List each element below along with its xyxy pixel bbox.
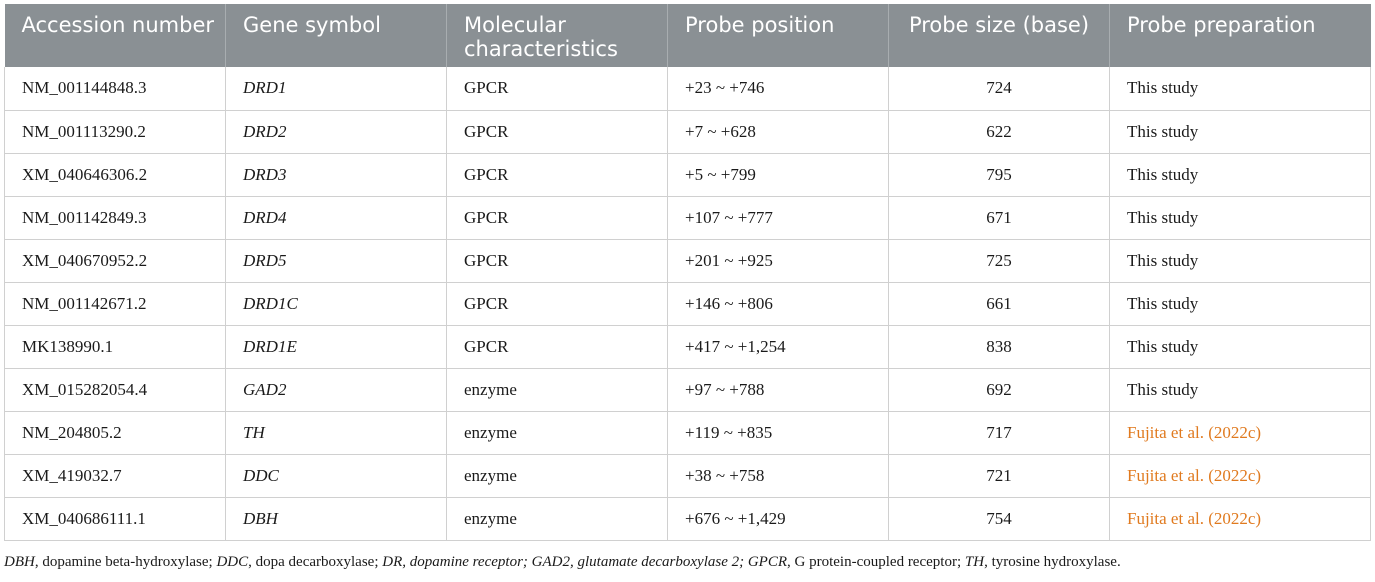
table-row: NM_001142671.2 DRD1C GPCR +146 ~ +806 661 Thi… <box>4 282 1371 326</box>
cell-probe-size: 725 <box>888 239 1110 283</box>
table-row: NM_204805.2 TH enzyme +119 ~ +835 717 Fujita … <box>4 411 1371 455</box>
cell-accession-number: XM_040686111.1 <box>4 497 226 541</box>
footnote-segment: , dopamine beta-hydroxylase; <box>34 554 217 570</box>
cell-accession-number: NM_001113290.2 <box>4 110 226 154</box>
cell-gene-symbol: DRD3 <box>225 153 447 197</box>
table-row: XM_015282054.4 GAD2 enzyme +97 ~ +788 692 Thi… <box>4 368 1371 412</box>
cell-gene-symbol: DBH <box>225 497 447 541</box>
header-gene-symbol: Gene symbol <box>225 4 447 67</box>
header-molecular-characteristics: Molecular characteristics <box>446 4 668 67</box>
cell-probe-size: 838 <box>888 325 1110 369</box>
cell-probe-preparation[interactable]: Fujita et al. (2022c) <box>1109 411 1371 455</box>
cell-probe-size: 661 <box>888 282 1110 326</box>
cell-molecular-characteristics: GPCR <box>446 196 668 240</box>
footnote-segment: DDC <box>216 554 249 570</box>
cell-probe-preparation: This study <box>1109 282 1371 326</box>
cell-gene-symbol: DRD4 <box>225 196 447 240</box>
cell-probe-position: +97 ~ +788 <box>667 368 889 412</box>
cell-gene-symbol: DRD1E <box>225 325 447 369</box>
cell-molecular-characteristics: GPCR <box>446 153 668 197</box>
cell-accession-number: XM_040670952.2 <box>4 239 226 283</box>
footnote-segment: , tyrosine hydroxylase. <box>984 554 1121 570</box>
cell-gene-symbol: DRD1 <box>225 67 447 111</box>
cell-probe-position: +676 ~ +1,429 <box>667 497 889 541</box>
cell-probe-position: +107 ~ +777 <box>667 196 889 240</box>
cell-probe-preparation[interactable]: Fujita et al. (2022c) <box>1109 454 1371 498</box>
cell-probe-preparation: This study <box>1109 196 1371 240</box>
cell-accession-number: XM_040646306.2 <box>4 153 226 197</box>
table-row: NM_001113290.2 DRD2 GPCR +7 ~ +628 622 This s… <box>4 110 1371 154</box>
table-row: XM_419032.7 DDC enzyme +38 ~ +758 721 Fujita … <box>4 454 1371 498</box>
cell-probe-position: +5 ~ +799 <box>667 153 889 197</box>
table-header-row: Accession number Gene symbol Molecular c… <box>4 4 1371 67</box>
table-row: NM_001144848.3 DRD1 GPCR +23 ~ +746 724 This … <box>4 67 1371 111</box>
cell-gene-symbol: TH <box>225 411 447 455</box>
cell-probe-size: 717 <box>888 411 1110 455</box>
cell-probe-preparation[interactable]: Fujita et al. (2022c) <box>1109 497 1371 541</box>
cell-probe-preparation: This study <box>1109 325 1371 369</box>
cell-molecular-characteristics: enzyme <box>446 368 668 412</box>
header-accession-number: Accession number <box>4 4 226 67</box>
cell-probe-preparation: This study <box>1109 110 1371 154</box>
cell-probe-position: +146 ~ +806 <box>667 282 889 326</box>
table-footnote: DBH, dopamine beta-hydroxylase; DDC, dop… <box>4 554 1121 571</box>
table-row: XM_040686111.1 DBH enzyme +676 ~ +1,429 754 F… <box>4 497 1371 541</box>
cell-molecular-characteristics: enzyme <box>446 411 668 455</box>
cell-probe-size: 724 <box>888 67 1110 111</box>
cell-accession-number: XM_015282054.4 <box>4 368 226 412</box>
cell-probe-position: +38 ~ +758 <box>667 454 889 498</box>
probe-table: Accession number Gene symbol Molecular c… <box>4 4 1371 541</box>
cell-probe-position: +417 ~ +1,254 <box>667 325 889 369</box>
cell-molecular-characteristics: GPCR <box>446 110 668 154</box>
cell-accession-number: XM_419032.7 <box>4 454 226 498</box>
cell-gene-symbol: GAD2 <box>225 368 447 412</box>
footnote-segment: TH <box>964 554 985 570</box>
cell-accession-number: NM_001142849.3 <box>4 196 226 240</box>
table-row: XM_040646306.2 DRD3 GPCR +5 ~ +799 795 This s… <box>4 153 1371 197</box>
cell-probe-size: 721 <box>888 454 1110 498</box>
header-probe-position: Probe position <box>667 4 889 67</box>
cell-molecular-characteristics: GPCR <box>446 282 668 326</box>
cell-probe-preparation: This study <box>1109 67 1371 111</box>
header-probe-size: Probe size (base) <box>888 4 1110 67</box>
cell-molecular-characteristics: GPCR <box>446 325 668 369</box>
cell-gene-symbol: DRD1C <box>225 282 447 326</box>
cell-molecular-characteristics: enzyme <box>446 497 668 541</box>
cell-probe-position: +119 ~ +835 <box>667 411 889 455</box>
cell-accession-number: NM_001144848.3 <box>4 67 226 111</box>
footnote-segment: DR, dopamine receptor; GAD2, glutamate d… <box>382 554 788 570</box>
cell-molecular-characteristics: enzyme <box>446 454 668 498</box>
table-row: XM_040670952.2 DRD5 GPCR +201 ~ +925 725 This… <box>4 239 1371 283</box>
footnote-segment: , G protein-coupled receptor; <box>787 554 965 570</box>
table-body: NM_001144848.3 DRD1 GPCR +23 ~ +746 724 This … <box>4 67 1371 541</box>
cell-molecular-characteristics: GPCR <box>446 239 668 283</box>
cell-probe-preparation: This study <box>1109 368 1371 412</box>
cell-probe-preparation: This study <box>1109 153 1371 197</box>
cell-accession-number: MK138990.1 <box>4 325 226 369</box>
cell-probe-preparation: This study <box>1109 239 1371 283</box>
header-probe-preparation: Probe preparation <box>1109 4 1371 67</box>
cell-probe-position: +7 ~ +628 <box>667 110 889 154</box>
table-row: MK138990.1 DRD1E GPCR +417 ~ +1,254 838 This … <box>4 325 1371 369</box>
cell-probe-size: 795 <box>888 153 1110 197</box>
footnote-segment: DBH <box>4 554 35 570</box>
cell-probe-position: +201 ~ +925 <box>667 239 889 283</box>
cell-probe-size: 622 <box>888 110 1110 154</box>
table-row: NM_001142849.3 DRD4 GPCR +107 ~ +777 671 This… <box>4 196 1371 240</box>
cell-probe-size: 671 <box>888 196 1110 240</box>
cell-molecular-characteristics: GPCR <box>446 67 668 111</box>
cell-gene-symbol: DDC <box>225 454 447 498</box>
cell-probe-size: 692 <box>888 368 1110 412</box>
cell-gene-symbol: DRD2 <box>225 110 447 154</box>
cell-accession-number: NM_204805.2 <box>4 411 226 455</box>
cell-accession-number: NM_001142671.2 <box>4 282 226 326</box>
cell-probe-size: 754 <box>888 497 1110 541</box>
footnote-segment: , dopa decarboxylase; <box>248 554 383 570</box>
probe-table-container: Accession number Gene symbol Molecular c… <box>4 4 1371 541</box>
cell-gene-symbol: DRD5 <box>225 239 447 283</box>
cell-probe-position: +23 ~ +746 <box>667 67 889 111</box>
